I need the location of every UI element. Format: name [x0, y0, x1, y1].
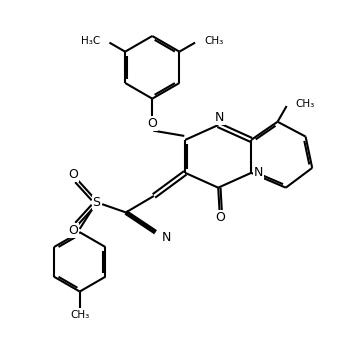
- Text: O: O: [68, 168, 78, 181]
- Text: O: O: [215, 211, 225, 224]
- Text: CH₃: CH₃: [204, 36, 224, 46]
- Text: O: O: [68, 224, 78, 237]
- Text: CH₃: CH₃: [296, 99, 315, 109]
- Text: H₃C: H₃C: [81, 36, 100, 46]
- Text: O: O: [147, 117, 157, 130]
- Text: CH₃: CH₃: [70, 310, 89, 320]
- Text: S: S: [92, 196, 100, 209]
- Text: N: N: [215, 111, 224, 124]
- Text: N: N: [254, 166, 263, 179]
- Text: N: N: [162, 231, 172, 244]
